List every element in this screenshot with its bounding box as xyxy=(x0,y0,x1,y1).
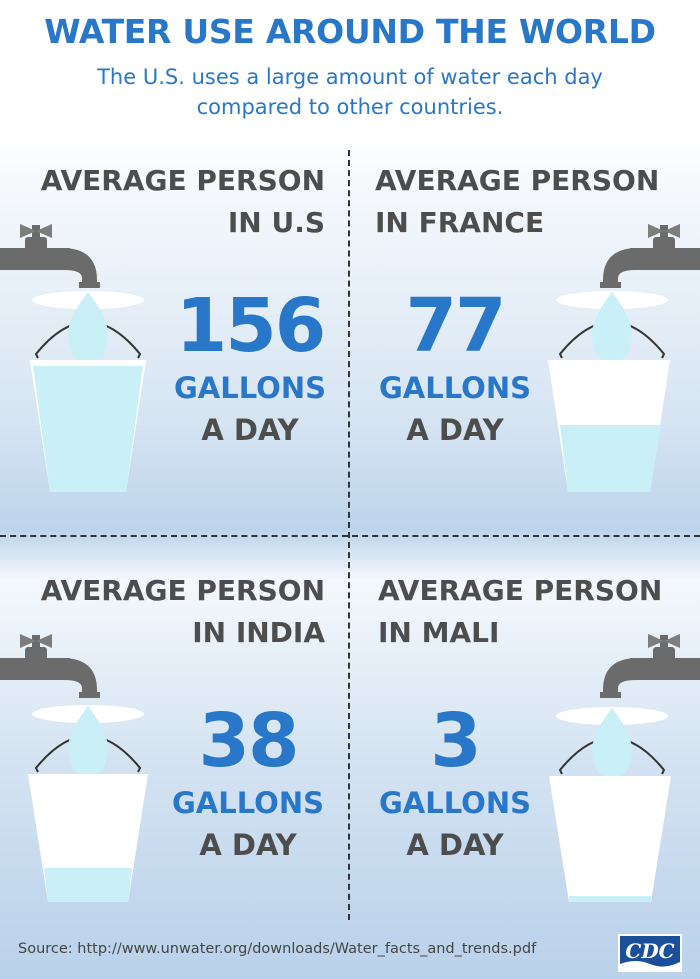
panel-stat: 77 GALLONS A DAY xyxy=(355,285,555,451)
heading-line-1: AVERAGE PERSON xyxy=(375,164,660,197)
gallons-unit: GALLONS xyxy=(174,371,326,405)
gallons-value: 3 xyxy=(430,698,482,784)
per-day-label: A DAY xyxy=(406,413,504,447)
water-drop-icon xyxy=(68,292,108,362)
gallons-value: 38 xyxy=(198,698,300,784)
heading-line-1: AVERAGE PERSON xyxy=(40,574,325,607)
cdc-logo-text: CDC xyxy=(625,939,674,963)
faucet-icon xyxy=(0,224,100,288)
heading-line-1: AVERAGE PERSON xyxy=(40,164,325,197)
panel-stat: 38 GALLONS A DAY xyxy=(148,700,348,866)
faucet-icon xyxy=(600,634,700,698)
panel-heading: AVERAGE PERSON IN U.S xyxy=(20,160,325,244)
horizontal-divider xyxy=(0,535,700,537)
heading-line-2: IN INDIA xyxy=(192,616,325,649)
heading-line-1: AVERAGE PERSON xyxy=(378,574,663,607)
panel-stat: 156 GALLONS A DAY xyxy=(150,285,350,451)
bucket-illustration xyxy=(548,224,700,492)
panel-heading: AVERAGE PERSON IN MALI xyxy=(378,570,683,654)
gallons-unit: GALLONS xyxy=(172,786,324,820)
gallons-unit: GALLONS xyxy=(379,371,531,405)
per-day-label: A DAY xyxy=(201,413,299,447)
panel-heading: AVERAGE PERSON IN INDIA xyxy=(20,570,325,654)
gallons-unit: GALLONS xyxy=(379,786,531,820)
page-subtitle: The U.S. uses a large amount of water ea… xyxy=(97,65,603,119)
gallons-value: 77 xyxy=(405,283,507,369)
panel-heading: AVERAGE PERSON IN FRANCE xyxy=(375,160,680,244)
bucket-water-fill xyxy=(33,366,143,492)
source-citation: Source: http://www.unwater.org/downloads… xyxy=(18,941,537,957)
heading-line-2: IN FRANCE xyxy=(375,206,545,239)
water-drop-icon xyxy=(592,292,632,362)
per-day-label: A DAY xyxy=(199,828,297,862)
bucket-illustration xyxy=(0,224,146,492)
bucket-illustration xyxy=(0,634,148,902)
bucket-illustration xyxy=(549,634,700,902)
heading-line-2: IN MALI xyxy=(378,616,500,649)
per-day-label: A DAY xyxy=(406,828,504,862)
page-title: WATER USE AROUND THE WORLD xyxy=(44,12,656,51)
bucket-water-fill xyxy=(44,868,132,902)
faucet-icon xyxy=(600,224,700,288)
gallons-value: 156 xyxy=(175,283,326,369)
water-drop-icon xyxy=(592,708,632,778)
water-drop-icon xyxy=(68,706,108,776)
cdc-logo: CDC xyxy=(618,934,682,972)
bucket-water-fill xyxy=(560,425,661,492)
heading-line-2: IN U.S xyxy=(227,206,325,239)
bucket-icon xyxy=(549,776,671,902)
panel-stat: 3 GALLONS A DAY xyxy=(355,700,555,866)
bucket-water-fill xyxy=(569,896,651,902)
faucet-icon xyxy=(0,634,100,698)
